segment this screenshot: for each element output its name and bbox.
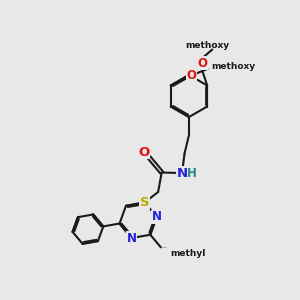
Text: O: O <box>138 146 149 159</box>
Text: S: S <box>140 196 149 209</box>
Text: methyl: methyl <box>162 247 167 248</box>
Text: O: O <box>197 56 207 70</box>
Text: H: H <box>187 167 197 180</box>
Text: methoxy: methoxy <box>216 46 222 47</box>
Text: O: O <box>187 69 196 82</box>
Text: N: N <box>152 211 162 224</box>
Text: methoxy: methoxy <box>186 40 230 50</box>
Text: methoxy: methoxy <box>211 62 255 71</box>
Text: methyl: methyl <box>170 249 205 258</box>
Text: N: N <box>176 167 188 180</box>
Text: N: N <box>127 232 137 244</box>
